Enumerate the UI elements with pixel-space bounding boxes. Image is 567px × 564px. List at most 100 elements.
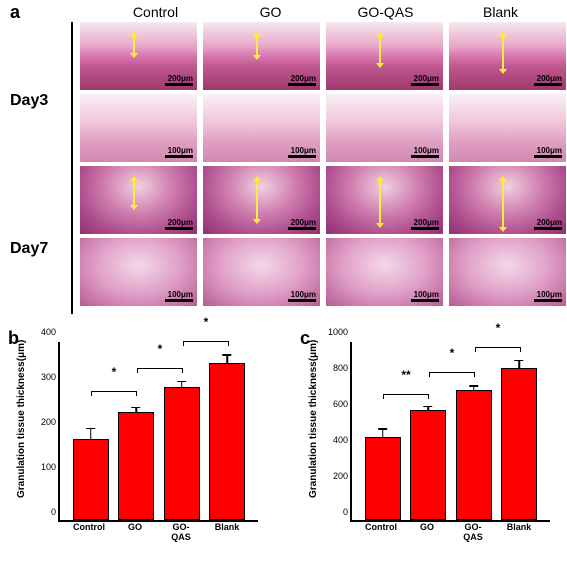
scale-text: 200μm: [291, 75, 316, 83]
chart-c-ylabel: Granulation tissue thickness(μm): [308, 340, 319, 498]
y-tick: 0: [32, 507, 56, 517]
scale-text: 200μm: [537, 219, 562, 227]
histology-image: 200μm: [449, 166, 566, 234]
scale-bar: 200μm: [165, 75, 193, 86]
scale-line: [165, 227, 193, 230]
bar: [209, 363, 245, 521]
significance-star: *: [112, 365, 117, 379]
scale-line: [288, 227, 316, 230]
scale-line: [288, 83, 316, 86]
chart-c-bars: [352, 342, 550, 520]
chart-b-ylabel: Granulation tissue thickness(μm): [16, 340, 27, 498]
scale-text: 200μm: [414, 75, 439, 83]
y-tick: 1000: [324, 327, 348, 337]
y-tick: 200: [324, 471, 348, 481]
x-label: Blank: [209, 522, 245, 542]
scale-line: [534, 155, 562, 158]
bar: [73, 439, 109, 520]
scale-text: 200μm: [168, 75, 193, 83]
measurement-arrow: [502, 36, 504, 70]
chart-c: c Granulation tissue thickness(μm) 02004…: [300, 328, 560, 558]
scale-line: [165, 83, 193, 86]
significance-star: **: [401, 368, 410, 382]
scale-bar: 100μm: [165, 147, 193, 158]
histology-grid: 200μm 200μm 200μm 200μm 100μm 100μm 100μm 100μm…: [80, 22, 566, 306]
scale-text: 200μm: [291, 219, 316, 227]
y-tick: 100: [32, 462, 56, 472]
scale-bar: 200μm: [534, 219, 562, 230]
scale-line: [411, 155, 439, 158]
scale-bar: 200μm: [534, 75, 562, 86]
histology-image: 100μm: [80, 94, 197, 162]
bar: [501, 368, 537, 520]
y-tick: 400: [324, 435, 348, 445]
scale-text: 100μm: [537, 291, 562, 299]
col-header: Blank: [443, 4, 558, 20]
significance-star: *: [204, 315, 209, 329]
scale-bar: 200μm: [165, 219, 193, 230]
scale-line: [165, 299, 193, 302]
x-label: GO-QAS: [163, 522, 199, 542]
histology-image: 100μm: [203, 238, 320, 306]
scale-bar: 200μm: [288, 75, 316, 86]
x-label: GO: [409, 522, 445, 542]
scale-text: 100μm: [414, 147, 439, 155]
scale-text: 200μm: [414, 219, 439, 227]
measurement-arrow: [256, 180, 258, 220]
histology-image: 200μm: [326, 166, 443, 234]
bar-wrap: [209, 363, 245, 521]
scale-line: [288, 155, 316, 158]
row-label-day3: Day3: [10, 92, 70, 110]
bar-wrap: [501, 368, 537, 520]
scale-bar: 200μm: [411, 219, 439, 230]
measurement-arrow: [379, 180, 381, 224]
scale-bar: 100μm: [534, 291, 562, 302]
bar: [164, 387, 200, 520]
chart-c-plot: ****: [350, 342, 550, 522]
row-label-day7: Day7: [10, 240, 70, 258]
scale-line: [411, 227, 439, 230]
significance-star: *: [158, 342, 163, 356]
histology-image: 100μm: [449, 94, 566, 162]
bar: [410, 410, 446, 520]
scale-text: 200μm: [537, 75, 562, 83]
scale-text: 100μm: [168, 291, 193, 299]
bar-wrap: [73, 439, 109, 520]
significance-star: *: [496, 321, 501, 335]
y-tick: 400: [32, 327, 56, 337]
histology-image: 200μm: [203, 22, 320, 90]
significance-star: *: [450, 346, 455, 360]
scale-bar: 100μm: [288, 147, 316, 158]
significance-bracket: [137, 368, 183, 372]
measurement-arrow: [379, 36, 381, 64]
bar-wrap: [456, 390, 492, 520]
histology-image: 200μm: [449, 22, 566, 90]
measurement-arrow: [502, 180, 504, 228]
column-headers: Control GO GO-QAS Blank: [98, 4, 558, 20]
measurement-arrow: [133, 180, 135, 206]
scale-text: 100μm: [537, 147, 562, 155]
scale-text: 100μm: [291, 291, 316, 299]
histology-image: 100μm: [449, 238, 566, 306]
scale-text: 200μm: [168, 219, 193, 227]
figure: a Control GO GO-QAS Blank Day3 Day7 200μ…: [0, 0, 567, 564]
scale-bar: 100μm: [165, 291, 193, 302]
scale-text: 100μm: [414, 291, 439, 299]
bar-wrap: [118, 412, 154, 520]
bar-wrap: [410, 410, 446, 520]
col-header: Control: [98, 4, 213, 20]
scale-bar: 100μm: [411, 291, 439, 302]
x-label: Control: [363, 522, 399, 542]
y-tick: 800: [324, 363, 348, 373]
histology-image: 200μm: [326, 22, 443, 90]
panel-divider: [71, 22, 73, 314]
col-header: GO-QAS: [328, 4, 443, 20]
scale-line: [534, 83, 562, 86]
significance-bracket: [183, 341, 229, 345]
x-label: Blank: [501, 522, 537, 542]
significance-bracket: [475, 347, 521, 351]
chart-c-xlabels: ControlGOGO-QASBlank: [350, 520, 550, 540]
x-label: Control: [71, 522, 107, 542]
histology-image: 200μm: [80, 166, 197, 234]
measurement-arrow: [256, 36, 258, 56]
